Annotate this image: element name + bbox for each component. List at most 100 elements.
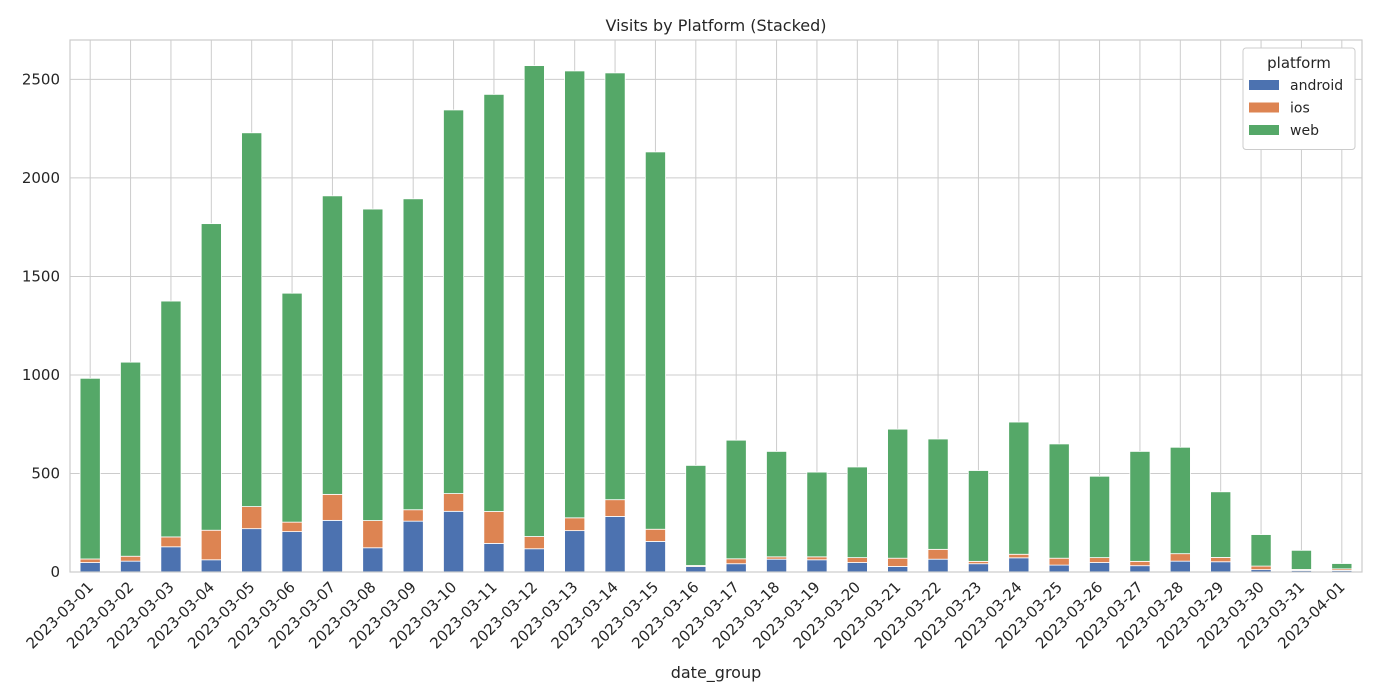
bar-web xyxy=(564,70,586,519)
bar-android xyxy=(160,546,182,573)
bar-web xyxy=(644,151,666,530)
bar-ios xyxy=(160,536,182,548)
bar-android xyxy=(79,562,101,573)
bar-web xyxy=(685,465,707,566)
bar-android xyxy=(644,541,666,573)
legend-items: android ios web xyxy=(1249,78,1343,139)
bar-web xyxy=(725,439,747,560)
bar-ios xyxy=(725,558,747,565)
grid xyxy=(70,40,1362,573)
bar-android xyxy=(200,559,222,573)
y-tick-label: 2000 xyxy=(22,169,60,187)
bar-web xyxy=(79,377,101,560)
bar-android xyxy=(806,559,828,573)
bar-android xyxy=(927,558,949,573)
bar-android xyxy=(887,566,909,573)
bar-ios xyxy=(1210,557,1232,563)
bar-ios xyxy=(241,506,263,530)
bar-web xyxy=(362,208,384,521)
x-tick-labels: 2023-03-012023-03-022023-03-032023-03-04… xyxy=(23,578,1349,652)
bar-ios xyxy=(1250,565,1272,571)
bar-web xyxy=(443,109,465,494)
bar-web xyxy=(1129,451,1151,562)
y-tick-label: 2500 xyxy=(22,70,60,88)
bar-ios xyxy=(604,499,626,517)
y-tick-label: 0 xyxy=(50,563,60,581)
bar-web xyxy=(887,428,909,559)
legend-title: platform xyxy=(1267,54,1331,72)
bar-ios xyxy=(1048,557,1070,566)
bar-android xyxy=(1008,557,1030,573)
bar-android xyxy=(1048,564,1070,573)
bar-android xyxy=(120,560,142,573)
bar-android xyxy=(766,558,788,573)
bar-ios xyxy=(200,529,222,561)
y-tick-label: 1000 xyxy=(22,366,60,384)
bar-ios xyxy=(120,555,142,562)
bar-web xyxy=(120,361,142,557)
legend-swatch-android xyxy=(1249,80,1279,90)
bar-ios xyxy=(281,521,303,533)
bar-web xyxy=(1210,491,1232,558)
bar-ios xyxy=(806,556,828,561)
bar-android xyxy=(281,531,303,573)
bar-android xyxy=(241,528,263,573)
bar-android xyxy=(362,547,384,573)
bar-ios xyxy=(79,558,101,563)
bar-ios xyxy=(1089,557,1111,563)
bar-android xyxy=(402,520,424,573)
bar-ios xyxy=(644,528,666,542)
bar-web xyxy=(321,195,343,495)
bar-ios xyxy=(564,517,586,532)
bar-web xyxy=(927,438,949,550)
bar-web xyxy=(281,292,303,523)
bars xyxy=(79,65,1353,573)
bar-android xyxy=(967,563,989,573)
bar-android xyxy=(1210,561,1232,573)
legend-swatch-ios xyxy=(1249,102,1279,113)
bar-android xyxy=(1089,562,1111,573)
bar-web xyxy=(402,198,424,511)
bar-web xyxy=(806,471,828,558)
bar-web xyxy=(1048,443,1070,559)
bar-web xyxy=(1290,549,1312,570)
x-axis-label: date_group xyxy=(671,663,762,683)
legend-box xyxy=(1242,47,1356,150)
bar-ios xyxy=(523,536,545,550)
bar-web xyxy=(967,470,989,562)
plot-frame xyxy=(69,39,1363,573)
bar-ios xyxy=(321,493,343,521)
bar-web xyxy=(1089,475,1111,559)
bar-android xyxy=(604,516,626,573)
bar-android xyxy=(443,510,465,573)
bar-ios xyxy=(1129,560,1151,567)
bar-web xyxy=(1250,534,1272,567)
bar-web xyxy=(241,132,263,507)
bar-web xyxy=(483,93,505,512)
legend-swatch-web xyxy=(1249,125,1279,135)
bar-android xyxy=(846,562,868,573)
y-tick-label: 1500 xyxy=(22,267,60,285)
legend-label-web: web xyxy=(1290,123,1319,139)
legend-label-ios: ios xyxy=(1290,101,1310,117)
bar-ios xyxy=(1008,553,1030,559)
bar-android xyxy=(685,566,707,573)
y-tick-labels: 0 500 1000 1500 2000 2500 xyxy=(22,70,60,581)
bar-ios xyxy=(362,520,384,549)
bar-ios xyxy=(846,557,868,563)
bar-web xyxy=(1331,563,1353,570)
bar-ios xyxy=(483,511,505,544)
bar-ios xyxy=(927,548,949,560)
bar-ios xyxy=(887,557,909,567)
bar-web xyxy=(523,65,545,537)
legend-label-android: android xyxy=(1290,78,1343,94)
bar-ios xyxy=(443,493,465,512)
bar-android xyxy=(1129,565,1151,573)
bar-web xyxy=(1008,421,1030,555)
bar-android xyxy=(321,519,343,573)
bar-web xyxy=(200,223,222,531)
bar-android xyxy=(483,543,505,573)
bar-ios xyxy=(402,509,424,522)
bar-web xyxy=(604,72,626,501)
